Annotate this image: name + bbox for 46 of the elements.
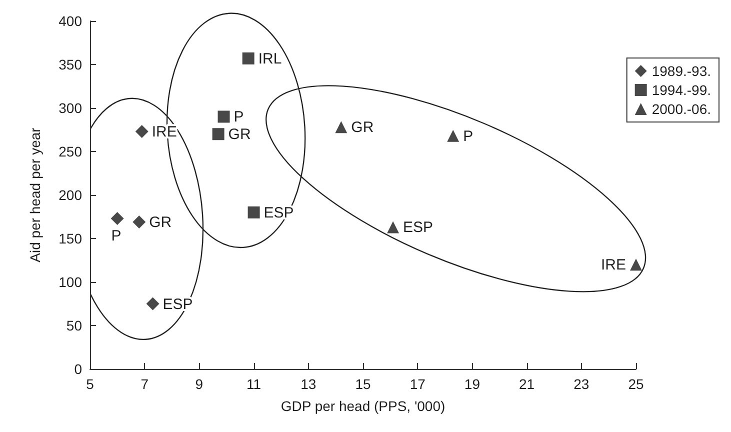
y-tick-label: 200 — [58, 187, 82, 203]
point — [135, 124, 148, 138]
point — [218, 110, 230, 123]
legend-label: 2000.-06. — [652, 101, 712, 117]
x-tick-label: 11 — [246, 376, 262, 392]
point — [110, 212, 124, 225]
point — [447, 130, 460, 142]
y-tick-label: 300 — [58, 100, 82, 116]
annotation: IRE — [600, 256, 626, 274]
y-tick-label: 400 — [58, 13, 82, 29]
x-tick-label: 25 — [628, 376, 644, 392]
annotation: ESP — [403, 219, 434, 236]
x-axis-title: GDP per head (PPS, '000) — [280, 398, 446, 414]
x-tick-label: 19 — [464, 376, 480, 392]
point — [387, 221, 400, 234]
point — [132, 215, 146, 228]
annotation: GR — [228, 126, 251, 144]
annotation: P — [234, 108, 244, 126]
y-tick-label: 350 — [58, 56, 82, 72]
x-tick-label: 5 — [86, 376, 94, 392]
x-tick-label: 13 — [300, 376, 316, 392]
annotation: IRL — [258, 50, 282, 68]
x-tick-label: 7 — [140, 376, 149, 392]
x-tick-label: 23 — [574, 376, 590, 392]
annotation: P — [111, 227, 122, 244]
annotation: GR — [351, 119, 374, 136]
annotation: GR — [149, 214, 172, 231]
legend-label: 1994.-99. — [652, 82, 712, 98]
y-tick-label: 50 — [66, 318, 82, 334]
x-tick-label: 17 — [410, 376, 426, 392]
point — [248, 206, 260, 218]
point — [146, 297, 160, 310]
y-tick-label: 100 — [58, 274, 82, 290]
y-tick-label: 0 — [74, 361, 82, 377]
legend-label: 1989.-93. — [652, 63, 712, 79]
y-axis-title: Aid per head per year — [27, 127, 43, 262]
point — [630, 258, 642, 271]
x-tick-label: 21 — [519, 376, 535, 392]
y-tick-label: 150 — [58, 230, 82, 246]
x-tick-label: 9 — [195, 376, 204, 392]
x-tick-label: 15 — [355, 376, 371, 392]
annotation: P — [463, 128, 474, 145]
point — [335, 121, 348, 134]
y-tick-label: 250 — [58, 144, 82, 160]
point — [212, 128, 224, 140]
point — [242, 52, 254, 64]
